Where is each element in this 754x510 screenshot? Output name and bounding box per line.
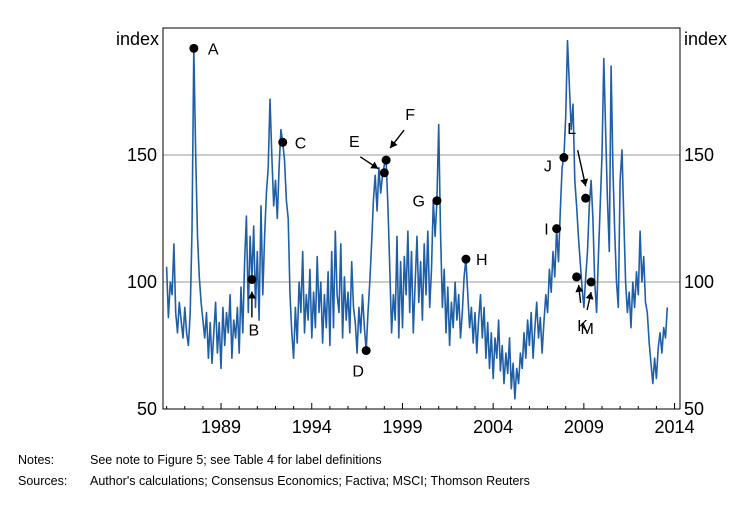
marker-b-label: B	[249, 322, 260, 339]
marker-g-dot	[432, 196, 442, 206]
sources-text: Author's calculations; Consensus Economi…	[90, 474, 530, 488]
x-tick-label: 2004	[473, 417, 513, 437]
grid	[163, 154, 680, 283]
sources-row: Sources: Author's calculations; Consensu…	[18, 471, 530, 492]
marker-f-label: F	[405, 107, 415, 124]
markers: A B C D E F G H I J K L M	[189, 41, 596, 381]
marker-i-dot	[552, 224, 562, 234]
y-tick-label-right: 150	[684, 145, 714, 165]
x-tick-label: 2014	[655, 417, 695, 437]
marker-h-label: H	[476, 252, 488, 269]
marker-k-label: K	[577, 318, 588, 335]
series-line	[165, 39, 669, 400]
marker-e-arrowhead	[370, 161, 379, 169]
marker-f-arrowhead	[390, 140, 398, 149]
marker-m-label: M	[580, 321, 593, 338]
marker-a-label: A	[208, 41, 219, 58]
notes-key: Notes:	[18, 453, 55, 467]
y-tick-label-left: 100	[127, 272, 157, 292]
x-tick-label: 1989	[201, 417, 241, 437]
marker-k-dot	[572, 272, 582, 282]
marker-c-dot	[278, 137, 288, 147]
notes-text: See note to Figure 5; see Table 4 for la…	[90, 453, 382, 467]
y-axis-label-right: index	[684, 29, 727, 49]
marker-c-label: C	[295, 135, 307, 152]
y-tick-label-left: 50	[137, 399, 157, 419]
plot-frame	[162, 27, 681, 410]
marker-m-arrowhead	[585, 292, 594, 300]
marker-e-label: E	[349, 134, 360, 151]
marker-l-dot	[581, 193, 591, 203]
y-axis-label-left: index	[116, 29, 159, 49]
sources-key: Sources:	[18, 474, 68, 488]
marker-m-dot	[586, 277, 596, 287]
y-tick-label-left: 150	[127, 145, 157, 165]
chart: 50 50 100 100 150 150 1989 1994 1999 2004 2009 2014…	[116, 27, 727, 437]
marker-i-label: I	[544, 222, 548, 239]
marker-b-dot	[247, 274, 257, 284]
marker-h-dot	[461, 254, 471, 264]
marker-l-arrowhead	[580, 178, 589, 187]
y-tick-label-right: 100	[684, 272, 714, 292]
marker-j-label: J	[544, 159, 552, 176]
x-tick-label: 1994	[292, 417, 332, 437]
marker-l-label: L	[567, 121, 576, 138]
marker-j-dot	[559, 153, 569, 163]
y-tick-label-right: 50	[684, 399, 704, 419]
footnotes: Notes: See note to Figure 5; see Table 4…	[18, 450, 530, 492]
notes-row: Notes: See note to Figure 5; see Table 4…	[18, 450, 530, 471]
marker-a-dot	[189, 43, 199, 53]
axis-ticks: 50 50 100 100 150 150 1989 1994 1999 2004 2009 2014	[127, 145, 714, 437]
marker-g-label: G	[412, 194, 424, 211]
marker-b-arrowhead	[247, 291, 256, 299]
marker-f-dot	[381, 155, 391, 165]
marker-d-label: D	[352, 364, 364, 381]
x-tick-label: 1999	[382, 417, 422, 437]
marker-e-dot	[379, 168, 389, 178]
marker-k-arrowhead	[575, 284, 584, 293]
x-tick-label: 2009	[564, 417, 604, 437]
marker-d-dot	[361, 346, 371, 356]
